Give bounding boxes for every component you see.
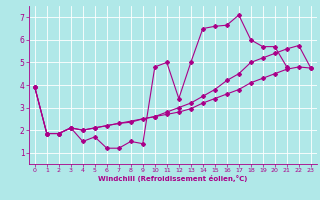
X-axis label: Windchill (Refroidissement éolien,°C): Windchill (Refroidissement éolien,°C) [98, 175, 247, 182]
